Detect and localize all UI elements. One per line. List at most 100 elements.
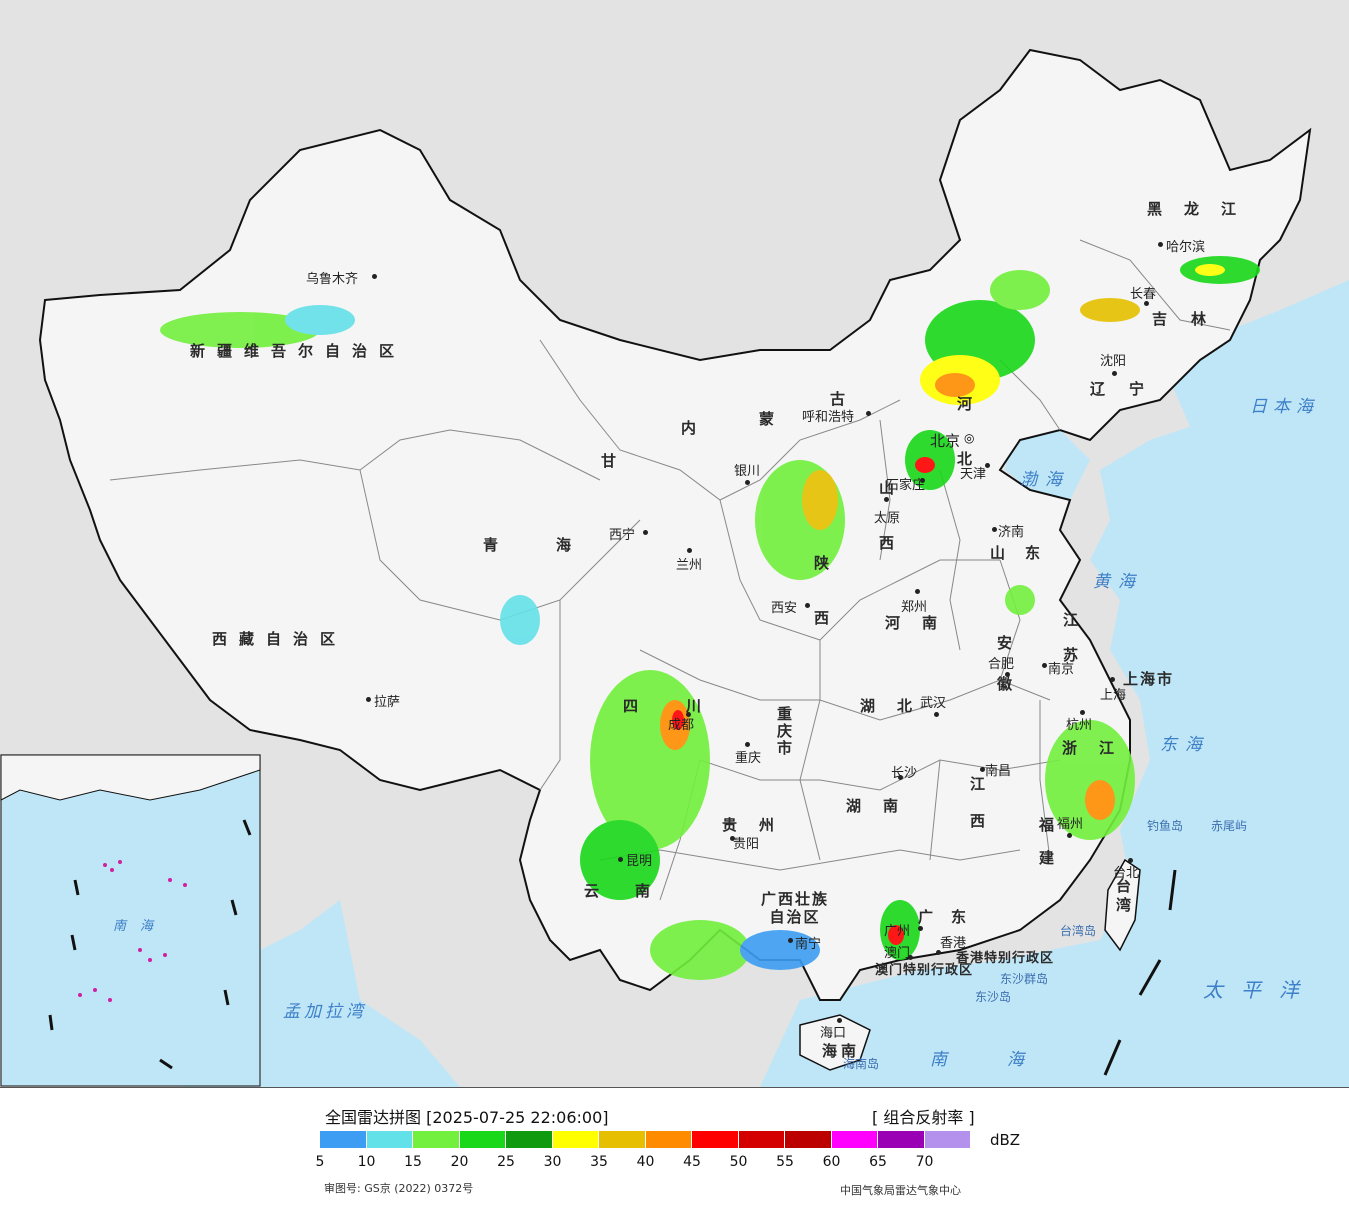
province-label-guizhou: 贵州 [722,816,797,834]
sea-label-nanhai: 南海 [930,1050,1084,1070]
capital-dot [908,955,913,960]
island-label-dongsha-group: 东沙群岛 [1000,972,1049,986]
province-label-shanxi: 山西 [877,480,895,590]
province-label-xizang: 西藏自治区 [212,630,348,648]
province-label-anhui: 安徽 [995,635,1013,717]
product-name: [ 组合反射率 ] [872,1108,975,1127]
capital-dot [805,603,810,608]
city-label-hongkong: 香港 [940,936,967,951]
city-label-xining: 西宁 [609,528,636,543]
legend-panel: 全国雷达拼图 [2025-07-25 22:06:00] [ 组合反射率 ] 5… [0,1088,1349,1208]
province-label-macao: 澳门特别行政区 [875,963,974,978]
province-label-jilin: 吉林 [1152,310,1231,328]
radar-map: 新疆维吾尔自治区 西藏自治区 青海 甘 内 蒙 古 黑龙江 吉林 辽宁 河北 山… [0,0,1349,1088]
province-label-yunnan: 云南 [584,882,687,900]
colorbar-tick-label: 5 [315,1154,325,1170]
capital-dot [920,478,925,483]
capital-dot [1128,858,1133,863]
city-label-zhengzhou: 郑州 [901,600,928,615]
capital-dot [1144,301,1149,306]
colorbar-tick-label: 60 [822,1154,841,1170]
colorbar-tick-label: 35 [590,1154,608,1170]
island-label-chiwei: 赤尾屿 [1211,819,1248,833]
province-label-neimenggu-1: 内 [681,419,709,437]
province-label-jiangsu: 江苏 [1061,612,1079,682]
inset-sea-label: 南海 [113,919,168,934]
colorbar-segment [552,1131,598,1148]
capital-dot [366,697,371,702]
province-label-xinjiang: 新疆维吾尔自治区 [190,342,407,360]
capital-dot [687,548,692,553]
island-label-hainan: 海南岛 [843,1057,880,1071]
city-label-harbin: 哈尔滨 [1166,240,1206,255]
province-label-hongkong: 香港特别行政区 [956,951,1055,966]
city-label-lanzhou: 兰州 [676,558,703,573]
province-label-hebei: 河北 [955,396,973,506]
capital-dot [915,589,920,594]
capital-dot [980,767,985,772]
sea-area-east [760,300,1349,1087]
capital-dot [686,712,691,717]
capital-dot [1067,833,1072,838]
colorbar-tick-label: 20 [450,1154,469,1170]
province-label-guangdong: 广东 [918,908,985,926]
city-label-nanjing: 南京 [1048,662,1075,677]
province-label-gansu: 甘 [601,452,629,470]
city-label-nanning: 南宁 [795,937,822,952]
colorbar-segment [320,1131,366,1148]
capital-dot [918,926,923,931]
capital-dot [934,712,939,717]
capital-dot [730,836,735,841]
sea-label-bengal: 孟加拉湾 [283,1002,367,1022]
colorbar-segment [599,1131,645,1148]
capital-dot [618,857,623,862]
capital-dot [884,497,889,502]
province-label-hunan: 湖南 [846,797,921,815]
legend-title: 全国雷达拼图 [2025-07-25 22:06:00] [325,1108,609,1127]
province-label-guangxi: 广西壮族自治区 [760,890,829,926]
province-label-zhejiang: 浙江 [1062,739,1137,757]
colorbar-tick-label: 55 [776,1154,794,1170]
city-label-nanchang: 南昌 [985,764,1012,779]
province-label-neimenggu-2: 蒙 [759,410,787,428]
sea-label-pacific: 太平洋 [1203,978,1317,1002]
city-label-yinchuan: 银川 [734,464,761,479]
capital-dot [898,775,903,780]
capital-dot [992,527,997,532]
inset-nine-dash-line [48,819,252,1070]
sea-label-japan-sea: 日本海 [1250,397,1319,417]
capital-dot [788,938,793,943]
capital-dot [1158,242,1163,247]
capital-dot [866,411,871,416]
taiwan-land [1104,858,1141,952]
colorbar-segment [366,1131,412,1148]
city-label-lhasa: 拉萨 [374,695,401,710]
city-label-macao: 澳门 [884,946,911,961]
island-label-diaoyu: 钓鱼岛 [1147,819,1184,833]
province-label-henan: 河南 [885,614,960,632]
city-label-jinan: 济南 [998,525,1025,540]
province-label-neimenggu-3: 古 [830,390,858,408]
capital-dot [745,742,750,747]
province-label-shandong: 山东 [990,544,1061,562]
colorbar-segment [645,1131,691,1148]
city-label-guangzhou: 广州 [884,924,911,939]
capital-dot [372,274,377,279]
province-label-fujian: 福建 [1037,817,1055,883]
province-label-jiangxi: 江西 [968,776,986,850]
province-borders [109,239,1231,901]
sea-label-bohai: 渤海 [1020,470,1070,490]
capital-dot [837,1018,842,1023]
city-label-haikou: 海口 [820,1026,847,1041]
inset-south-china-sea [0,754,261,1087]
province-label-hainan: 海南 [822,1042,861,1060]
colorbar-tick-label: 10 [357,1154,376,1170]
city-label-taiyuan: 太原 [874,511,901,526]
colorbar-tick-label: 40 [636,1154,655,1170]
hainan-land [799,1014,871,1071]
capital-dot [1112,371,1117,376]
inset-mainland [0,754,261,801]
capital-dot [936,950,941,955]
colorbar-segment [924,1131,970,1148]
